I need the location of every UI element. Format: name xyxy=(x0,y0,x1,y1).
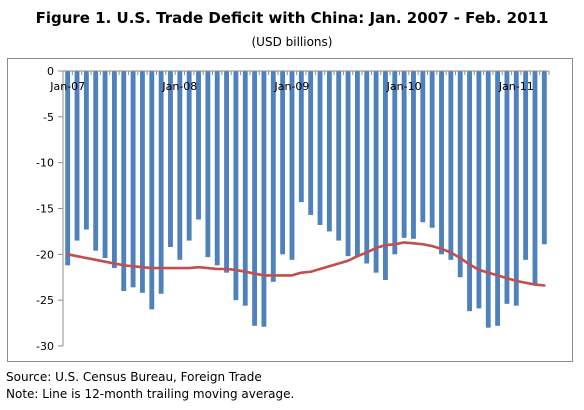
bar xyxy=(252,71,258,326)
bar xyxy=(411,71,416,239)
moving-average-line xyxy=(66,241,546,287)
bar xyxy=(298,71,304,203)
bar xyxy=(523,71,529,260)
bar xyxy=(541,71,547,245)
bar xyxy=(158,71,164,294)
bar xyxy=(233,71,239,301)
chart-subtitle: (USD billions) xyxy=(251,35,333,49)
bar xyxy=(532,71,538,284)
bar xyxy=(168,71,173,247)
bar xyxy=(289,71,295,260)
bar xyxy=(373,71,379,273)
bar xyxy=(336,71,342,241)
bar xyxy=(364,71,370,264)
bar xyxy=(74,71,80,241)
bar xyxy=(308,71,314,215)
x-tick-label: Jan-07 xyxy=(49,80,85,93)
y-tick-label: -10 xyxy=(36,157,54,170)
bar xyxy=(121,71,127,291)
bar xyxy=(205,71,211,258)
bar xyxy=(149,71,155,310)
x-tick-label: Jan-08 xyxy=(161,80,197,93)
bar xyxy=(448,71,454,260)
bar xyxy=(439,71,444,255)
bar xyxy=(65,71,71,266)
bar xyxy=(130,71,136,288)
bar xyxy=(485,71,491,328)
bar xyxy=(83,71,89,230)
bar xyxy=(476,71,482,309)
bar xyxy=(93,71,99,251)
bar xyxy=(196,71,201,220)
bar xyxy=(513,71,519,306)
bar xyxy=(457,71,463,278)
bar xyxy=(504,71,510,304)
chart-title: Figure 1. U.S. Trade Deficit with China:… xyxy=(35,9,549,27)
bar xyxy=(354,71,360,257)
y-tick-label: -30 xyxy=(36,340,54,353)
bar xyxy=(345,71,351,257)
y-tick-label: 0 xyxy=(47,65,54,78)
bar xyxy=(111,71,117,269)
footnote: Note: Line is 12-month trailing moving a… xyxy=(6,387,295,401)
x-tick-label: Jan-11 xyxy=(498,80,534,93)
bar xyxy=(420,71,426,223)
chart-frame xyxy=(7,58,573,362)
bar xyxy=(102,71,108,258)
bar xyxy=(467,71,472,312)
y-tick-label: -5 xyxy=(43,111,54,124)
bar xyxy=(261,71,267,327)
bar xyxy=(495,71,501,326)
bar xyxy=(186,71,192,241)
y-tick-label: -25 xyxy=(36,294,54,307)
bar xyxy=(140,71,145,293)
bar xyxy=(429,71,435,228)
bar xyxy=(280,71,286,255)
bar xyxy=(270,71,276,282)
bar xyxy=(392,71,398,255)
bar xyxy=(224,71,229,273)
x-tick-label: Jan-09 xyxy=(274,80,310,93)
bar xyxy=(242,71,248,306)
bar xyxy=(326,71,332,232)
bar xyxy=(177,71,183,260)
bar xyxy=(383,71,388,280)
bar xyxy=(317,71,323,225)
y-tick-label: -20 xyxy=(36,248,54,261)
y-tick-label: -15 xyxy=(36,203,54,216)
x-tick-label: Jan-10 xyxy=(386,80,422,93)
source-note: Source: U.S. Census Bureau, Foreign Trad… xyxy=(6,370,262,384)
bar xyxy=(214,71,220,266)
bar xyxy=(401,71,407,238)
